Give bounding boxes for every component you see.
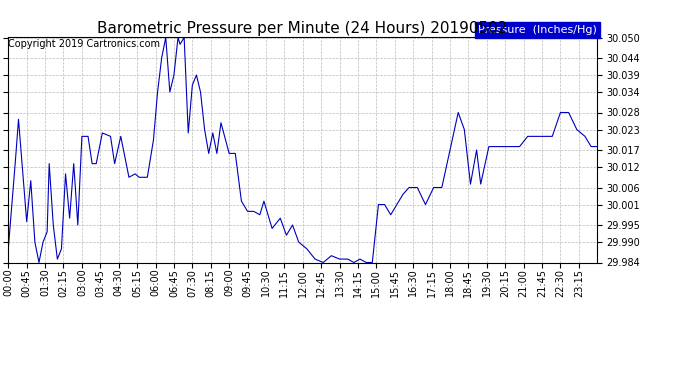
Title: Barometric Pressure per Minute (24 Hours) 20190502: Barometric Pressure per Minute (24 Hours…	[97, 21, 508, 36]
Text: Pressure  (Inches/Hg): Pressure (Inches/Hg)	[478, 25, 597, 35]
Text: Copyright 2019 Cartronics.com: Copyright 2019 Cartronics.com	[8, 39, 160, 49]
